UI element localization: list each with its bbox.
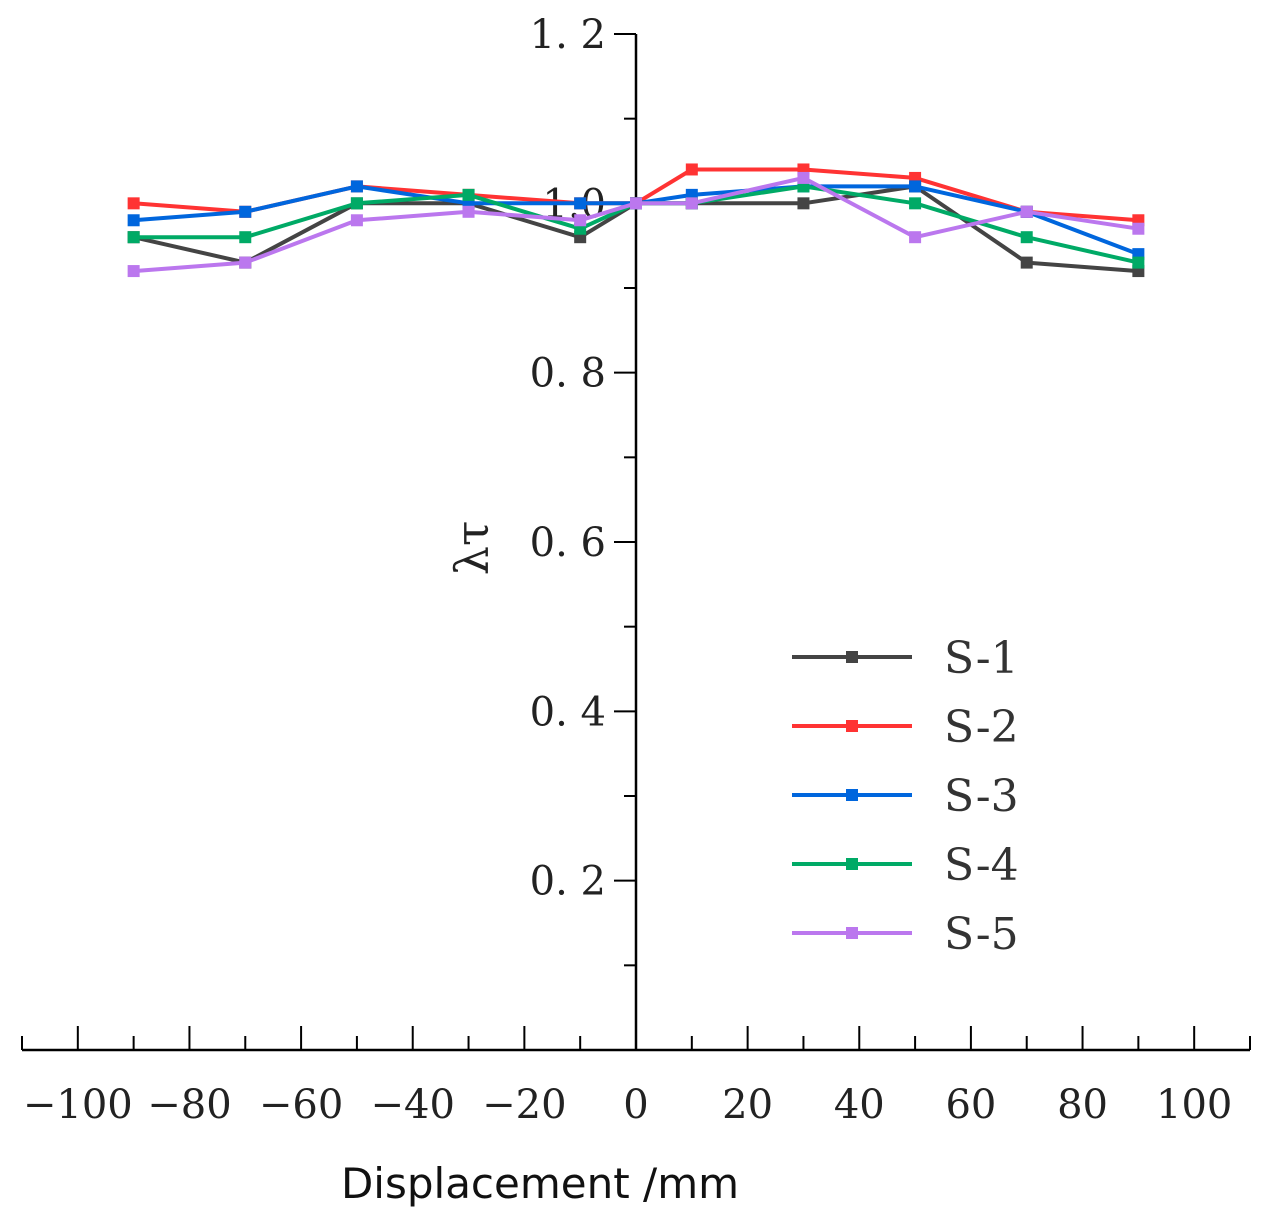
series-layer — [127, 163, 1145, 278]
x-tick-label: 40 — [834, 1082, 885, 1128]
data-point — [685, 197, 698, 210]
data-point — [462, 188, 475, 201]
data-point — [239, 231, 252, 244]
data-point — [909, 180, 922, 193]
data-point — [630, 197, 642, 210]
legend-item-s-5: S-5 — [792, 909, 1019, 960]
x-tick-label: −40 — [371, 1082, 455, 1128]
legend-item-s-3: S-3 — [792, 771, 1019, 822]
data-point — [350, 214, 363, 227]
x-tick-label: 60 — [945, 1082, 996, 1128]
x-tick-label: −100 — [23, 1082, 133, 1128]
data-point — [1020, 256, 1033, 269]
data-point — [797, 171, 810, 184]
x-tick-label: −60 — [259, 1082, 343, 1128]
x-tick-label: 0 — [623, 1082, 648, 1128]
legend-swatch-marker — [846, 789, 858, 801]
y-tick-label: 0. 2 — [530, 859, 606, 905]
data-point — [685, 163, 698, 176]
legend-swatch-marker — [846, 651, 858, 663]
x-tick-label: 20 — [722, 1082, 773, 1128]
legend-swatch-marker — [846, 927, 858, 939]
x-tick-label: 80 — [1057, 1082, 1108, 1128]
y-tick-label: 0. 4 — [530, 689, 606, 735]
data-point — [350, 180, 363, 193]
legend-label: S-4 — [944, 840, 1019, 891]
data-point — [1020, 231, 1033, 244]
legend-item-s-4: S-4 — [792, 840, 1019, 891]
data-point — [909, 197, 922, 210]
x-tick-label: 100 — [1156, 1082, 1232, 1128]
data-point — [462, 205, 475, 218]
legend-label: S-2 — [944, 702, 1019, 753]
data-point — [797, 197, 810, 210]
data-point — [350, 197, 363, 210]
y-tick-label: 0. 8 — [530, 351, 606, 397]
legend-swatch-marker — [846, 858, 858, 870]
y-axis-title: λτ — [445, 521, 499, 576]
data-point — [909, 231, 922, 244]
data-point — [574, 214, 587, 227]
y-tick-label: 1. 2 — [530, 12, 606, 58]
data-point — [127, 265, 140, 278]
legend-label: S-1 — [944, 633, 1019, 684]
legend-label: S-5 — [944, 909, 1019, 960]
data-point — [239, 205, 252, 218]
legend: S-1 S-2 S-3 S-4 S-5 — [792, 633, 1019, 960]
data-point — [1132, 222, 1145, 235]
x-tick-label: −20 — [482, 1082, 566, 1128]
data-point — [1020, 205, 1033, 218]
data-point — [239, 256, 252, 269]
legend-item-s-2: S-2 — [792, 702, 1019, 753]
legend-item-s-1: S-1 — [792, 633, 1019, 684]
x-axis-title: Displacement /mm — [341, 1159, 739, 1208]
data-point — [127, 197, 140, 210]
data-point — [127, 231, 140, 244]
legend-swatch-marker — [846, 720, 858, 732]
data-point — [1132, 256, 1145, 269]
axes: −100 −80 −60 −40 −20 0 20 40 60 80 100 0. 2 0. 4 0. 6… — [21, 12, 1251, 1128]
y-tick-label: 0. 6 — [530, 520, 606, 566]
legend-label: S-3 — [944, 771, 1019, 822]
data-point — [127, 214, 140, 227]
series-s-5 — [127, 171, 1145, 278]
data-point — [574, 197, 587, 210]
x-tick-label: −80 — [147, 1082, 231, 1128]
